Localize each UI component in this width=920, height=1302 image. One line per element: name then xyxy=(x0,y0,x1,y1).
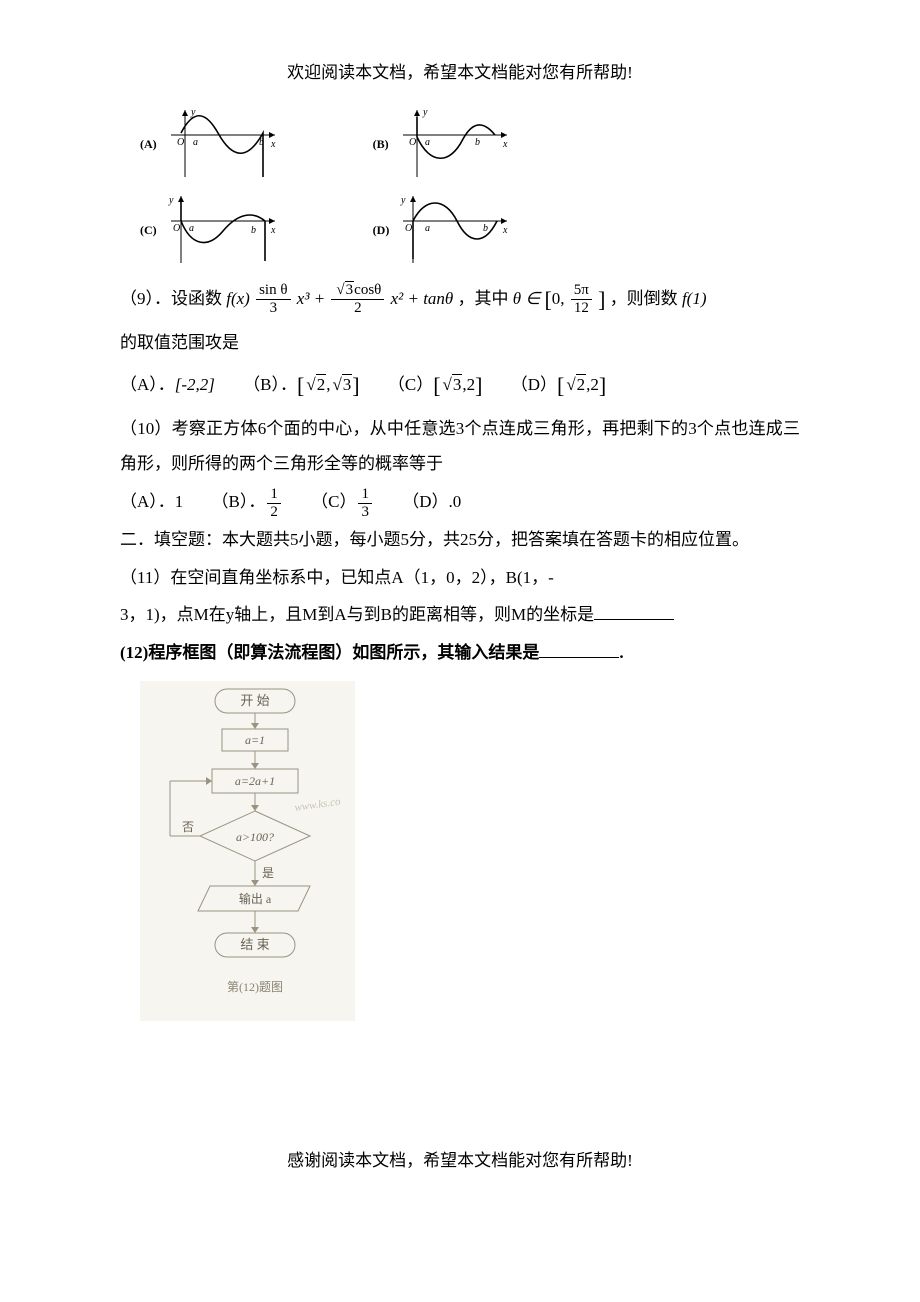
svg-text:a: a xyxy=(425,223,430,234)
header-text: 欢迎阅读本文档，希望本文档能对您有所帮助! xyxy=(120,55,800,91)
q9-line2: 的取值范围攻是 xyxy=(120,325,800,361)
fc-start: 开 始 xyxy=(240,693,269,708)
q11-part2: 3，1)，点M在y轴上，且M到A与到B的距离相等，则M的坐标是 xyxy=(120,597,800,633)
svg-text:y: y xyxy=(168,195,174,206)
svg-text:y: y xyxy=(400,195,406,206)
q11-blank xyxy=(594,602,674,620)
graph-b: (B) O a b x y xyxy=(373,105,515,185)
q10-text: （10）考察正方体6个面的中心，从中任意选3个点连成三角形，再把剩下的3个点也连… xyxy=(120,411,800,482)
graph-d-label: (D) xyxy=(373,218,390,243)
q9-options: （A）．[-2,2] （B）．[2,3] （C）[3,2] （D）[2,2] xyxy=(120,363,800,409)
footer-text: 感谢阅读本文档，希望本文档能对您有所帮助! xyxy=(120,1143,800,1179)
fc-end: 结 束 xyxy=(240,937,269,952)
fc-decision: a>100? xyxy=(236,830,274,844)
svg-text:O: O xyxy=(405,223,412,234)
origin-label: O xyxy=(177,137,184,148)
graph-b-svg: O a b x y xyxy=(395,105,515,185)
svg-text:O: O xyxy=(173,223,180,234)
svg-text:x: x xyxy=(270,139,276,150)
graph-a: (A) O a b x y xyxy=(140,105,283,185)
graph-c: (C) O a b x y xyxy=(140,191,283,271)
section2-title: 二．填空题：本大题共5小题，每小题5分，共25分，把答案填在答题卡的相应位置。 xyxy=(120,522,800,558)
graph-row-1: (A) O a b x y (B) O a xyxy=(140,105,800,185)
graph-b-label: (B) xyxy=(373,132,389,157)
flowchart-svg: 开 始 a=1 a=2a+1 www.ks.co a>100? 否 xyxy=(140,681,355,1021)
fc-caption: 第(12)题图 xyxy=(227,980,283,994)
svg-text:x: x xyxy=(270,225,276,236)
svg-text:a: a xyxy=(425,137,430,148)
graph-a-svg: O a b x y xyxy=(163,105,283,185)
graph-d: (D) O a b x y xyxy=(373,191,516,271)
graph-c-svg: O a b x y xyxy=(163,191,283,271)
svg-text:O: O xyxy=(409,137,416,148)
fc-output: 输出 a xyxy=(239,891,272,906)
flowchart: 开 始 a=1 a=2a+1 www.ks.co a>100? 否 xyxy=(140,681,800,1034)
q9-line1: （9）．设函数 f(x) sin θ3 x³ + 3cosθ2 x² + tan… xyxy=(120,277,800,323)
graph-row-2: (C) O a b x y (D) O a xyxy=(140,191,800,271)
fc-update: a=2a+1 xyxy=(235,774,275,788)
graph-a-label: (A) xyxy=(140,132,157,157)
svg-text:b: b xyxy=(475,137,480,148)
graph-d-svg: O a b x y xyxy=(395,191,515,271)
graph-c-label: (C) xyxy=(140,218,157,243)
fc-no: 否 xyxy=(182,820,194,834)
svg-text:a: a xyxy=(193,137,198,148)
svg-text:b: b xyxy=(483,223,488,234)
svg-text:b: b xyxy=(251,225,256,236)
q10-options: （A）．1 （B）．12 （C）13 （D）.0 xyxy=(120,484,800,520)
svg-text:x: x xyxy=(502,225,508,236)
fc-assign: a=1 xyxy=(245,733,265,747)
q12-text: (12)程序框图（即算法流程图）如图所示，其输入结果是. xyxy=(120,635,800,671)
svg-text:y: y xyxy=(422,107,428,118)
svg-text:x: x xyxy=(502,139,508,150)
svg-text:a: a xyxy=(189,223,194,234)
q11-part1: （11）在空间直角坐标系中，已知点A（1，0，2），B(1，- xyxy=(120,560,800,596)
fc-yes: 是 xyxy=(262,866,274,880)
q12-blank xyxy=(539,640,619,658)
